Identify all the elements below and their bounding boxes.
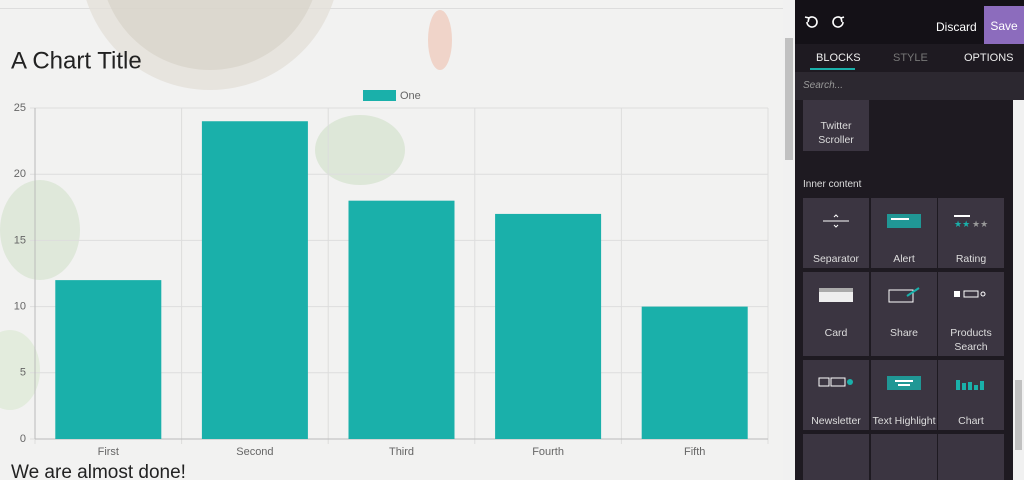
x-tick-label: Second bbox=[236, 446, 273, 458]
undo-redo[interactable] bbox=[795, 0, 845, 44]
search-input[interactable]: Search... bbox=[795, 72, 1024, 100]
svg-text:★★: ★★ bbox=[972, 219, 988, 229]
block-label: Products Search bbox=[950, 327, 992, 353]
block-tile[interactable]: Text Highlight bbox=[871, 360, 937, 430]
block-tile[interactable] bbox=[871, 434, 937, 480]
tab-underline bbox=[810, 68, 855, 70]
x-tick-label: Fifth bbox=[684, 446, 705, 458]
block-tile[interactable]: Twitter Scroller bbox=[803, 100, 869, 151]
y-tick-label: 25 bbox=[14, 102, 26, 114]
legend-label: One bbox=[400, 90, 421, 102]
bar bbox=[201, 121, 308, 440]
website-canvas: A Chart Title 0 5 10 15 20 25 One First Second Th… bbox=[0, 0, 783, 480]
bar bbox=[348, 200, 455, 439]
block-tile[interactable]: Card bbox=[803, 272, 869, 356]
block-icon bbox=[956, 380, 984, 390]
tab[interactable]: STYLE bbox=[893, 52, 928, 64]
block-icon bbox=[888, 287, 920, 303]
block-label: Card bbox=[824, 327, 848, 339]
block-tile[interactable]: Products Search bbox=[938, 272, 1004, 356]
block-icon: ★★ ★★ bbox=[954, 215, 988, 229]
block-tile[interactable] bbox=[938, 434, 1004, 480]
chart: A Chart Title 0 5 10 15 20 25 One First Second Th… bbox=[11, 47, 769, 458]
block-label: Chart bbox=[958, 415, 984, 427]
y-tick-label: 5 bbox=[20, 367, 26, 379]
y-tick-label: 0 bbox=[20, 433, 26, 445]
heading: We are almost done! bbox=[11, 462, 186, 480]
editor-panel: Discard Save BLOCKS STYLE OPTIONS Search… bbox=[795, 0, 1024, 480]
block-icon bbox=[823, 214, 849, 228]
y-tick-label: 20 bbox=[14, 168, 26, 180]
bar bbox=[55, 280, 162, 439]
block-tile[interactable]: Chart bbox=[938, 360, 1004, 430]
background bbox=[0, 0, 783, 410]
scrollbar[interactable] bbox=[1013, 100, 1024, 480]
scroll-thumb[interactable] bbox=[1015, 380, 1022, 450]
section-title: Inner content bbox=[803, 179, 862, 190]
x-tick-label: Third bbox=[389, 446, 414, 458]
bar bbox=[641, 306, 748, 439]
block-label: Share bbox=[889, 327, 919, 339]
scroll-thumb[interactable] bbox=[785, 38, 793, 160]
block-label: Alert bbox=[893, 253, 915, 265]
svg-text:★★: ★★ bbox=[954, 219, 970, 229]
block-tile[interactable]: Newsletter bbox=[803, 360, 869, 430]
block-icon bbox=[887, 376, 921, 390]
toolbar: Discard Save bbox=[795, 0, 1024, 44]
bar bbox=[495, 213, 602, 439]
block-icon bbox=[887, 214, 921, 228]
block-tile[interactable] bbox=[803, 434, 869, 480]
discard-button[interactable]: Discard bbox=[936, 20, 977, 34]
scrollbar[interactable] bbox=[783, 0, 795, 480]
tab[interactable]: BLOCKS bbox=[816, 52, 861, 64]
legend-swatch bbox=[363, 90, 396, 101]
chart-title: A Chart Title bbox=[11, 47, 142, 74]
tabs: BLOCKS STYLE OPTIONS bbox=[795, 44, 1024, 71]
tab[interactable]: OPTIONS bbox=[964, 52, 1014, 64]
block-tile[interactable]: ★★ ★★ Rating bbox=[938, 198, 1004, 268]
block-icon bbox=[954, 290, 986, 298]
block-label: Separator bbox=[812, 253, 860, 265]
y-tick-label: 15 bbox=[14, 234, 26, 246]
block-icon bbox=[819, 288, 853, 302]
x-tick-label: Fourth bbox=[532, 446, 564, 458]
y-tick-label: 10 bbox=[14, 301, 26, 313]
x-tick-label: First bbox=[98, 446, 119, 458]
save-button[interactable]: Save bbox=[984, 6, 1024, 44]
block-label: Twitter Scroller bbox=[818, 120, 854, 146]
block-label: Newsletter bbox=[811, 415, 861, 427]
block-icon bbox=[818, 377, 853, 387]
block-tile[interactable]: Alert bbox=[871, 198, 937, 268]
block-label: Rating bbox=[955, 253, 987, 265]
block-label: Text Highlight bbox=[872, 415, 936, 427]
block-tile[interactable]: Share bbox=[871, 272, 937, 356]
block-tile[interactable]: Separator bbox=[803, 198, 869, 268]
